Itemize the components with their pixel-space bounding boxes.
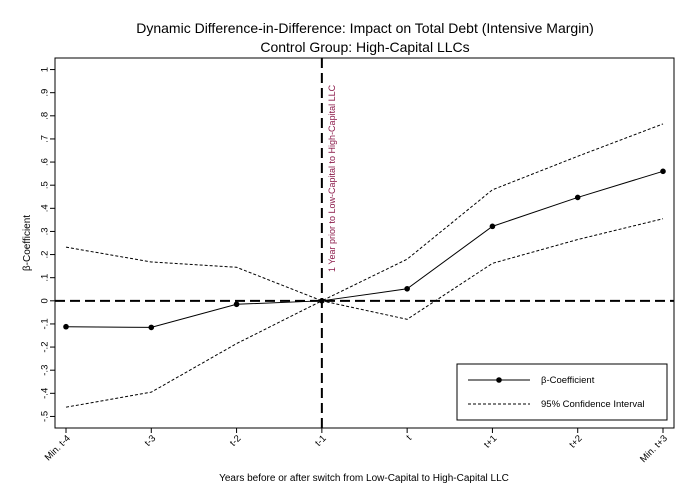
legend-beta-marker [496,377,502,383]
y-tick-label: .8 [40,112,51,120]
x-tick-label: t-3 [143,433,159,449]
beta-points [63,168,666,331]
x-tick-label: t+2 [567,433,584,450]
x-tick-label: t [404,433,414,443]
y-tick-label: -.5 [40,411,51,422]
x-tick-label: t+1 [482,433,499,450]
legend-ci-label: 95% Confidence Interval [541,399,645,410]
x-tick-label: t-1 [313,433,329,449]
beta-point [489,223,496,230]
beta-point [574,194,581,201]
beta-point [63,323,69,330]
vertical-reference-label: 1 Year prior to Low-Capital to High-Capi… [327,84,337,272]
ci-upper-line [65,123,664,302]
legend-beta-label: β-Coefficient [541,375,595,386]
beta-point [148,324,155,331]
ci-lower-line [65,218,664,408]
y-tick-label: -.1 [40,318,51,329]
plot-frame [54,57,675,429]
y-axis-title: β-Coefficient [22,215,33,271]
y-tick-label: .2 [40,251,51,259]
legend-box [456,363,668,421]
beta-point [319,298,325,304]
x-tick-label: t-2 [228,433,244,449]
y-tick-label: .5 [40,181,51,189]
y-tick-label: .1 [40,274,51,282]
y-axis-ticks: -.5 -.4 -.3 -.2 -.1 0 .1 .2 .3 .4 .5 .6 .7 .8 .9 1 [40,67,55,422]
beta-line [65,170,664,328]
y-tick-label: -.4 [40,388,51,399]
y-tick-label: -.3 [40,365,51,376]
chart-title: Dynamic Difference-in-Difference: Impact… [136,20,594,36]
y-tick-label: .6 [40,158,51,166]
x-tick-label: Min. t-4 [43,433,73,463]
y-tick-label: .9 [40,89,51,97]
legend: β-Coefficient 95% Confidence Interval [456,363,668,421]
y-tick-label: .7 [40,135,51,143]
x-tick-label: Min. t+3 [638,433,670,465]
beta-point [660,168,666,175]
y-tick-label: 1 [40,67,51,72]
y-tick-label: -.2 [40,342,51,353]
beta-point [404,285,410,292]
beta-point [233,301,240,308]
y-tick-label: .4 [40,204,51,212]
chart-subtitle: Control Group: High-Capital LLCs [260,39,469,55]
x-axis-title: Years before or after switch from Low-Ca… [219,473,509,484]
y-tick-label: .3 [40,227,51,235]
y-tick-label: 0 [40,298,51,303]
x-axis-ticks: Min. t-4 t-3 t-2 t-1 t t+1 t+2 Min. t+3 [43,428,670,465]
